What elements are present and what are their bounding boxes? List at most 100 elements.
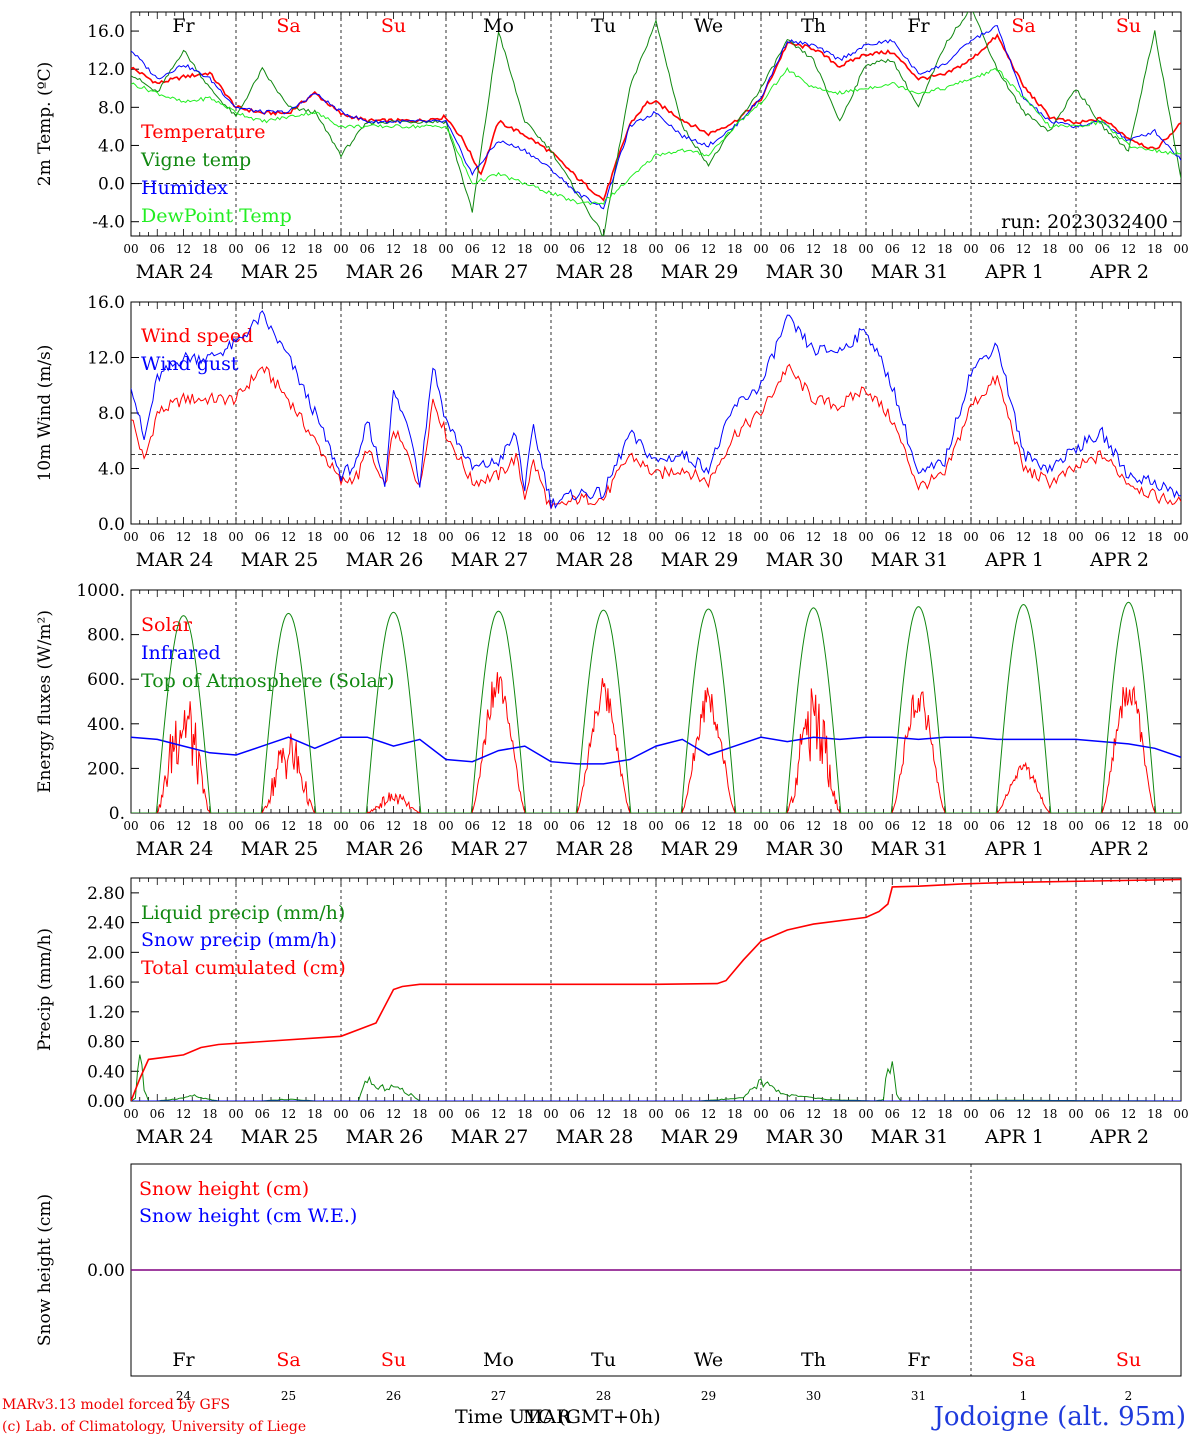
hour-tick-label: 12 <box>1016 530 1031 544</box>
hour-tick-label: 06 <box>1095 819 1110 833</box>
series-line-infrared <box>131 736 1181 765</box>
hour-tick-label: 06 <box>255 819 270 833</box>
hour-tick-label: 06 <box>780 1107 795 1121</box>
hour-tick-label: 18 <box>727 530 742 544</box>
hour-tick-label: 12 <box>176 530 191 544</box>
hour-tick-label: 00 <box>858 530 873 544</box>
y-axis-label: Energy fluxes (W/m²) <box>35 610 55 793</box>
hour-tick-label: 18 <box>202 530 217 544</box>
hour-tick-label: 06 <box>360 1107 375 1121</box>
hour-tick-label: 00 <box>333 819 348 833</box>
hour-tick-label: 00 <box>1068 530 1083 544</box>
y-tick-label: 1000. <box>76 581 125 601</box>
hour-tick-label: 00 <box>1173 530 1188 544</box>
date-label: MAR 25 <box>241 838 319 860</box>
hour-tick-label: 06 <box>675 242 690 256</box>
y-tick-label: 600. <box>87 670 125 690</box>
hour-tick-label: 12 <box>911 1107 926 1121</box>
hour-tick-label: 06 <box>255 1107 270 1121</box>
weekday-label: Fr <box>907 15 930 37</box>
hour-tick-label: 12 <box>701 819 716 833</box>
hour-tick-label: 06 <box>885 242 900 256</box>
date-label: APR 2 <box>1089 1126 1149 1148</box>
date-label: MAR 28 <box>556 838 634 860</box>
hour-tick-label: 00 <box>963 242 978 256</box>
hour-tick-label: 18 <box>727 242 742 256</box>
hour-tick-label: 18 <box>517 1107 532 1121</box>
date-label: MAR 26 <box>346 1126 424 1148</box>
hour-tick-label: 18 <box>1147 530 1162 544</box>
weekday-bottom-label: Tu <box>591 1349 616 1371</box>
hour-tick-label: 12 <box>806 819 821 833</box>
legend-snow-height-cm-: Snow height (cm) <box>139 1178 309 1200</box>
date-label: MAR 24 <box>136 838 214 860</box>
date-label: MAR 24 <box>136 261 214 283</box>
hour-tick-label: 00 <box>228 530 243 544</box>
hour-tick-label: 00 <box>648 242 663 256</box>
y-tick-label: 16.0 <box>87 293 125 313</box>
hour-tick-label: 00 <box>228 1107 243 1121</box>
legend-top-of-atmosphere-solar-: Top of Atmosphere (Solar) <box>141 670 394 692</box>
hour-tick-label: 12 <box>596 819 611 833</box>
day-number-label: 24 <box>176 1389 192 1403</box>
hour-tick-label: 00 <box>438 1107 453 1121</box>
legend-liquid-precip-mm-h-: Liquid precip (mm/h) <box>141 902 345 924</box>
y-tick-label: 0. <box>109 804 125 824</box>
hour-tick-label: 18 <box>412 530 427 544</box>
hour-tick-label: 18 <box>622 1107 637 1121</box>
hour-tick-label: 06 <box>255 242 270 256</box>
hour-tick-label: 00 <box>1173 819 1188 833</box>
hour-tick-label: 12 <box>701 242 716 256</box>
hour-tick-label: 12 <box>281 819 296 833</box>
hour-tick-label: 06 <box>360 819 375 833</box>
panel-precip: 00 06 12 18 00 06 12 18 00 06 12 18 00 06 12 18 00 06 12 18… <box>35 877 1189 1148</box>
hour-tick-label: 00 <box>1068 242 1083 256</box>
y-axis-label: 10m Wind (m/s) <box>35 345 55 482</box>
hour-tick-label: 00 <box>648 1107 663 1121</box>
hour-tick-label: 18 <box>517 530 532 544</box>
hour-tick-label: 06 <box>1095 530 1110 544</box>
hour-tick-label: 18 <box>1042 242 1057 256</box>
hour-tick-label: 12 <box>281 530 296 544</box>
hour-tick-label: 06 <box>570 819 585 833</box>
hour-tick-label: 18 <box>1042 1107 1057 1121</box>
y-axis-label: Snow height (cm) <box>35 1194 55 1346</box>
hour-tick-label: 12 <box>806 530 821 544</box>
hour-tick-label: 06 <box>360 242 375 256</box>
hour-tick-label: 00 <box>333 530 348 544</box>
hour-tick-label: 18 <box>1042 819 1057 833</box>
y-tick-label: 12.0 <box>87 349 125 369</box>
hour-tick-label: 12 <box>281 242 296 256</box>
weekday-bottom-label: Fr <box>172 1349 195 1371</box>
panel-temp: 00 06 12 18 00 06 12 18 00 06 12 18 00 06 12 18 00 06 12 18… <box>35 11 1189 283</box>
hour-tick-label: 18 <box>517 242 532 256</box>
hour-tick-label: 00 <box>333 242 348 256</box>
date-label: MAR 31 <box>871 549 949 571</box>
location-title: Jodoigne (alt. 95m) <box>933 1402 1186 1432</box>
series-line-wind-gust <box>131 310 1181 509</box>
date-label: MAR 28 <box>556 549 634 571</box>
y-tick-label: 0.0 <box>98 515 125 535</box>
hour-tick-label: 18 <box>937 530 952 544</box>
hour-tick-label: 12 <box>386 1107 401 1121</box>
hour-tick-label: 00 <box>123 242 138 256</box>
date-label: MAR 25 <box>241 1126 319 1148</box>
date-label: MAR 31 <box>871 1126 949 1148</box>
weekday-label: Sa <box>276 15 300 37</box>
y-tick-label: 400. <box>87 715 125 735</box>
hour-tick-label: 18 <box>832 819 847 833</box>
hour-tick-label: 12 <box>911 819 926 833</box>
hour-tick-label: 12 <box>491 530 506 544</box>
legend-dewpoint-temp: DewPoint Temp <box>141 205 292 227</box>
hour-tick-label: 12 <box>1121 242 1136 256</box>
weekday-bottom-label: Su <box>381 1349 406 1371</box>
hour-tick-label: 12 <box>1016 1107 1031 1121</box>
hour-tick-label: 12 <box>491 242 506 256</box>
day-number-label: 31 <box>911 1389 926 1403</box>
hour-tick-label: 06 <box>675 1107 690 1121</box>
hour-tick-label: 12 <box>596 530 611 544</box>
panel-wind: 00 06 12 18 00 06 12 18 00 06 12 18 00 06 12 18 00 06 12 18… <box>35 293 1189 571</box>
hour-tick-label: 06 <box>570 242 585 256</box>
hour-tick-label: 06 <box>1095 1107 1110 1121</box>
